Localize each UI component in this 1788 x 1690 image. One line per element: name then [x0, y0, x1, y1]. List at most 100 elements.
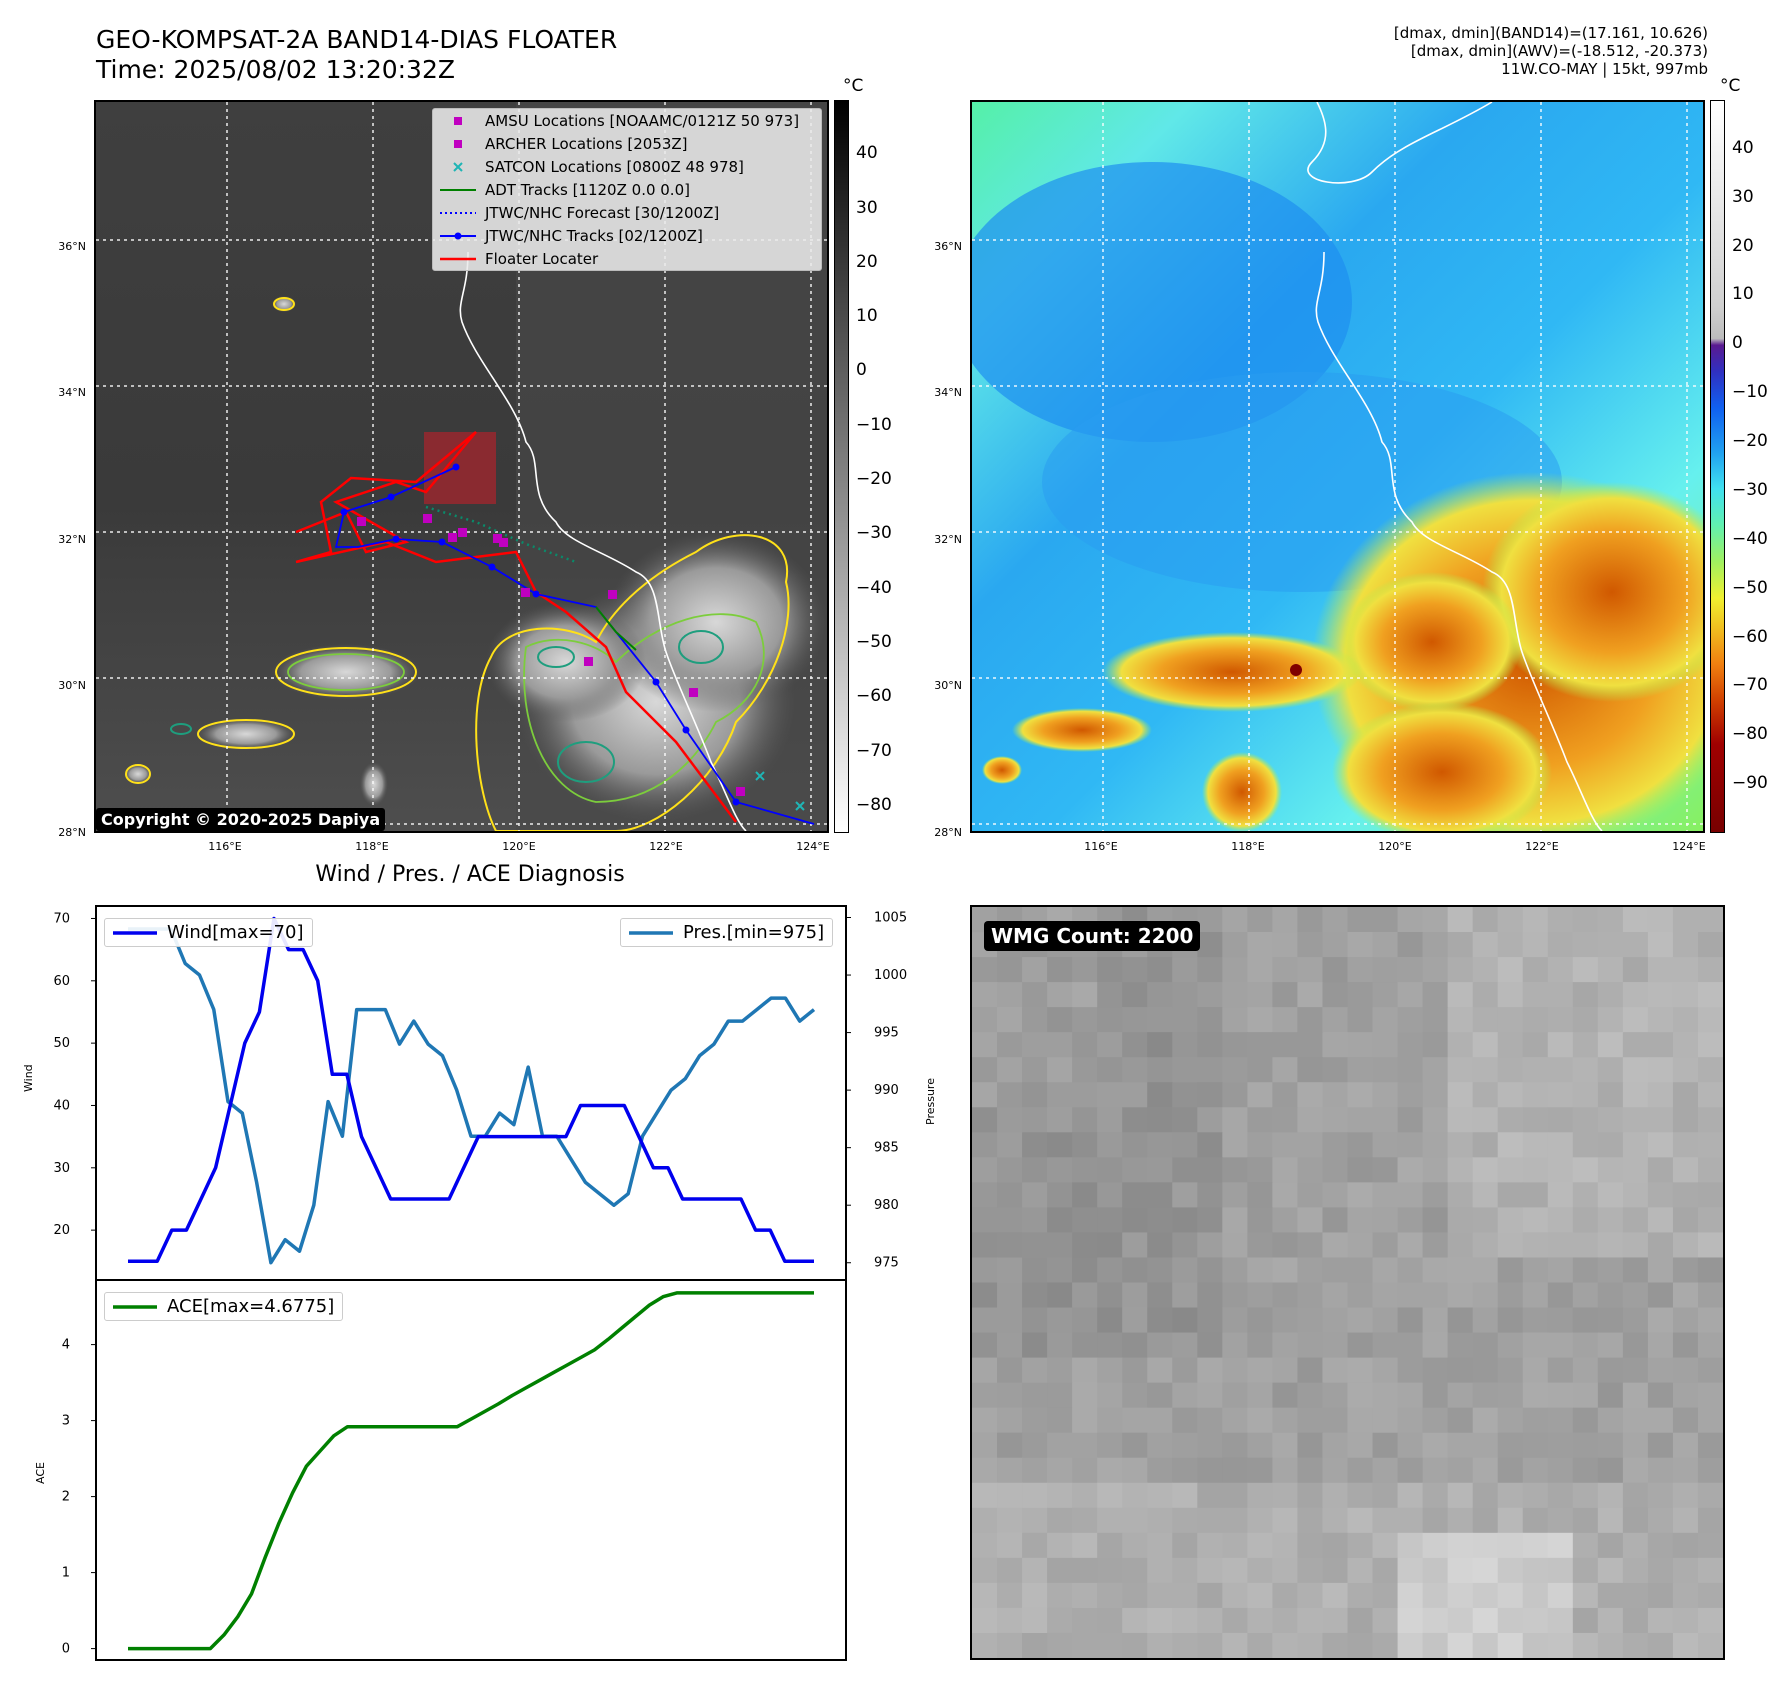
right-colorbar	[1710, 100, 1725, 833]
wmg-pixel	[1097, 1182, 1123, 1208]
lat-tick-label: 34°N	[58, 386, 86, 400]
awv-map-panel	[970, 100, 1705, 833]
wmg-pixel	[1272, 1257, 1299, 1284]
wmg-pixel	[997, 982, 1023, 1008]
pressure-legend: Pres.[min=975]	[620, 918, 834, 947]
wmg-pixel	[1522, 1307, 1549, 1334]
wmg-pixel	[1447, 1432, 1474, 1459]
wmg-pixel	[1047, 1482, 1073, 1509]
wmg-pixel	[997, 1582, 1023, 1609]
wmg-pixel	[1497, 1182, 1524, 1208]
wmg-pixel	[1347, 1632, 1374, 1658]
wmg-pixel	[1122, 1607, 1148, 1634]
wmg-pixel	[1172, 1107, 1198, 1133]
wmg-pixel	[1697, 1307, 1723, 1334]
wmg-pixel	[1172, 1357, 1198, 1384]
wmg-pixel	[1372, 1357, 1399, 1384]
wmg-pixel	[1372, 1582, 1399, 1609]
wmg-pixel	[1022, 1432, 1048, 1459]
wmg-pixel	[1422, 1632, 1449, 1658]
wmg-pixel	[972, 1532, 998, 1559]
wmg-pixel	[1697, 1282, 1723, 1309]
wmg-pixel	[1647, 1132, 1674, 1158]
wmg-pixel	[1072, 1082, 1098, 1108]
wmg-pixel	[1597, 1307, 1624, 1334]
wmg-pixel	[1197, 1432, 1223, 1459]
wmg-pixel	[1197, 1282, 1223, 1309]
wmg-pixel	[1047, 1407, 1073, 1434]
legend-item-archer: ARCHER Locations [2053Z]	[433, 132, 821, 155]
wmg-pixel	[972, 1057, 998, 1083]
wmg-pixel	[1222, 1082, 1248, 1108]
wmg-pixel	[1572, 1082, 1599, 1108]
wmg-pixel	[1497, 1507, 1524, 1534]
wmg-pixel	[1047, 1432, 1073, 1459]
wmg-pixel	[1447, 1357, 1474, 1384]
wmg-pixel	[1172, 982, 1198, 1008]
wmg-pixel	[1672, 1057, 1699, 1083]
wmg-pixel	[1122, 1457, 1148, 1484]
wmg-pixel	[972, 1132, 998, 1158]
wmg-pixel	[1022, 1507, 1048, 1534]
wmg-pixel	[1397, 1482, 1424, 1509]
wmg-pixel	[1697, 1582, 1723, 1609]
wmg-pixel	[1547, 982, 1574, 1008]
wmg-pixel	[1397, 1582, 1424, 1609]
wmg-pixel	[1197, 1407, 1223, 1434]
wmg-pixel	[1547, 1282, 1574, 1309]
wmg-pixel	[1422, 907, 1449, 933]
wmg-pixel	[1372, 1307, 1399, 1334]
legend-label: ARCHER Locations [2053Z]	[485, 134, 688, 153]
wmg-pixel	[1522, 1257, 1549, 1284]
wmg-pixel	[1297, 1307, 1324, 1334]
wmg-pixel	[1497, 1107, 1524, 1133]
wmg-pixel	[1472, 1032, 1499, 1058]
colorbar-tick-label: −70	[856, 740, 892, 761]
wmg-pixel	[1097, 1407, 1123, 1434]
wmg-pixel	[1647, 1032, 1674, 1058]
wmg-pixel	[1322, 1457, 1349, 1484]
wmg-pixel	[1147, 1457, 1173, 1484]
wmg-pixel	[1322, 1082, 1349, 1108]
wmg-pixel	[1047, 957, 1073, 983]
wmg-pixel	[1397, 1632, 1424, 1658]
line-marker-icon	[113, 1304, 157, 1309]
wmg-pixel	[1172, 1507, 1198, 1534]
wmg-pixel	[1122, 1332, 1148, 1359]
wmg-pixel	[1147, 982, 1173, 1008]
wmg-pixel	[1322, 932, 1349, 958]
wmg-pixel	[1347, 1182, 1374, 1208]
wmg-pixel	[1572, 1157, 1599, 1183]
legend-item-amsu: AMSU Locations [NOAAMC/0121Z 50 973]	[433, 109, 821, 132]
wmg-pixel	[1597, 1157, 1624, 1183]
wmg-pixel	[1072, 1107, 1098, 1133]
wmg-pixel	[1147, 1307, 1173, 1334]
wmg-pixel	[1672, 1082, 1699, 1108]
wmg-pixel	[1547, 1257, 1574, 1284]
wmg-pixel	[1197, 1257, 1223, 1284]
colorbar-tick-label: −60	[856, 686, 892, 707]
wmg-pixel	[1272, 1282, 1299, 1309]
wmg-pixel	[997, 1182, 1023, 1208]
wmg-pixel	[1597, 1582, 1624, 1609]
wmg-pixel	[1347, 1007, 1374, 1033]
wmg-pixel	[1072, 1307, 1098, 1334]
wmg-pixel	[997, 1207, 1023, 1234]
wmg-pixel	[1697, 1532, 1723, 1559]
wmg-pixel	[1622, 1032, 1649, 1058]
wmg-pixel	[1347, 957, 1374, 983]
wmg-pixel	[1022, 1157, 1048, 1183]
wmg-pixel	[1447, 1307, 1474, 1334]
wmg-pixel	[1422, 1157, 1449, 1183]
wmg-pixel	[1297, 982, 1324, 1008]
wmg-pixel	[1622, 1407, 1649, 1434]
wmg-pixel	[1547, 1532, 1574, 1559]
wmg-pixel	[997, 1032, 1023, 1058]
wmg-pixel	[1347, 1032, 1374, 1058]
wmg-pixel	[1222, 1157, 1248, 1183]
wmg-pixel	[1422, 982, 1449, 1008]
lat-tick-label: 32°N	[58, 532, 86, 546]
wmg-pixel	[997, 1007, 1023, 1033]
wmg-pixel	[1247, 1207, 1273, 1234]
wmg-pixel	[1522, 1632, 1549, 1658]
